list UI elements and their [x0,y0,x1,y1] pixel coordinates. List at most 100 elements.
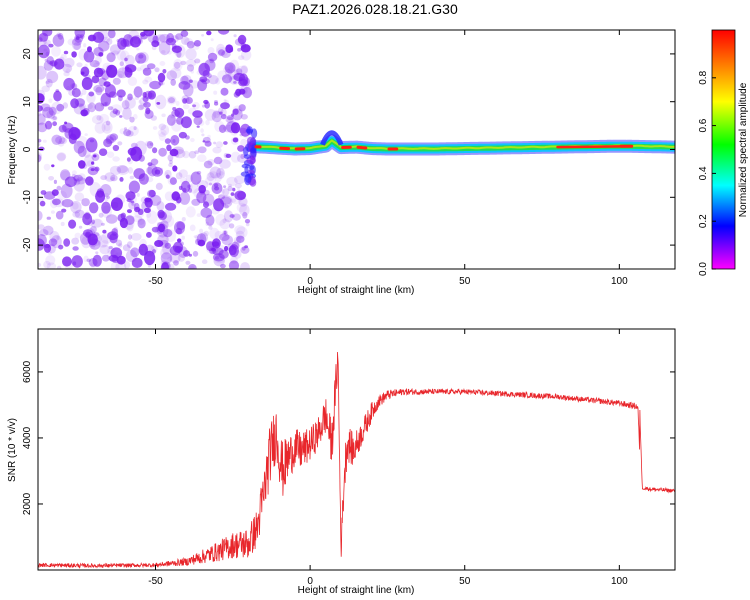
noise-blob [76,136,88,149]
noise-blob [189,224,196,232]
noise-blob [175,227,182,235]
noise-blob [110,174,118,182]
spectrogram-xlabel: Height of straight line (km) [298,285,415,296]
snr-y-ticks: 2000 4000 6000 [22,360,675,515]
noise-blob [46,70,59,84]
noise-blob [72,211,81,218]
noise-blob [38,111,42,117]
noise-blob [221,74,233,84]
noise-blob [166,114,176,126]
noise-blob [178,131,187,139]
noise-blob [208,225,213,230]
noise-blob [91,75,100,84]
noise-blob [109,165,122,176]
noise-blob [60,221,65,227]
noise-blob [115,109,121,116]
noise-blob [38,234,47,247]
signal-onset-blob [249,147,257,154]
noise-blob [176,221,186,231]
noise-blob [223,99,227,102]
noise-blob [56,32,62,38]
noise-blob [127,147,137,156]
spectrogram-ylabel: Frequency (Hz) [7,116,18,185]
noise-blob [145,107,151,115]
noise-blob [73,42,82,51]
noise-blob [192,110,203,118]
noise-blob [197,146,207,154]
noise-blob [204,140,212,147]
noise-blob [103,124,111,132]
noise-blob [163,261,169,267]
noise-blob [165,37,177,46]
noise-blob [149,80,162,90]
noise-blob [130,43,134,46]
noise-blob [125,215,135,226]
noise-blob [224,99,230,106]
noise-blob [47,61,54,66]
x-tick-label: -50 [148,276,163,287]
noise-blob [159,212,167,220]
noise-blob [220,87,229,96]
noise-blob [224,62,236,74]
noise-blob [184,38,194,46]
noise-blob [227,183,232,187]
noise-blob [124,127,127,131]
noise-blob [71,237,80,245]
noise-blob [213,198,225,212]
noise-blob [85,176,94,186]
noise-blob [180,60,187,66]
noise-blob [87,166,99,176]
noise-blob [38,153,43,162]
noise-blob [226,73,236,81]
noise-blob [131,257,143,268]
noise-blob [185,48,197,60]
noise-blob [207,73,212,79]
noise-blob [56,265,62,269]
noise-blob [170,135,180,146]
noise-blob [138,51,149,64]
noise-blob [236,202,247,213]
noise-blob [237,187,240,191]
noise-blob [176,112,184,119]
noise-blob [199,228,204,234]
noise-blob [107,30,116,39]
noise-blob [240,44,251,53]
noise-blob [103,138,113,148]
noise-blob [124,57,128,62]
colorbar-label: Normalized spectral amplitude [738,82,749,217]
noise-blob [101,222,105,226]
noise-blob [192,250,199,257]
noise-blob [106,151,115,158]
noise-blob [207,47,215,55]
noise-blob [185,97,193,104]
noise-blob [212,146,222,154]
colorbar-tick-label: 0.4 [698,166,709,180]
noise-blob [38,143,41,146]
noise-blob [145,167,153,175]
noise-blob [178,185,183,190]
noise-blob [50,115,58,121]
noise-blob [58,244,64,250]
noise-blob [169,177,177,185]
noise-blob [138,243,148,256]
noise-blob [197,154,207,162]
noise-blob [235,137,239,141]
noise-blob [51,198,61,206]
noise-blob [229,244,239,258]
noise-blob [190,137,195,143]
noise-blob [93,47,104,57]
snr-frame [37,328,676,571]
noise-blob [60,183,73,199]
noise-blob [214,172,222,183]
noise-blob [237,48,242,52]
noise-blob [60,169,71,181]
noise-blob [182,150,190,159]
x-tick-label: 0 [307,576,313,587]
noise-blob [101,70,110,81]
x-tick-label: -50 [148,576,163,587]
noise-blob [159,61,166,66]
noise-blob [109,133,119,141]
noise-blob [124,96,136,109]
noise-blob [143,101,151,108]
x-tick-label: 100 [611,276,628,287]
